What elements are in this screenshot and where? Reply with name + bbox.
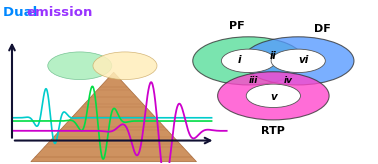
Circle shape xyxy=(93,52,157,80)
Text: vi: vi xyxy=(299,55,309,65)
Text: iii: iii xyxy=(249,76,259,85)
Circle shape xyxy=(271,49,325,72)
Circle shape xyxy=(246,84,301,108)
Text: i: i xyxy=(237,55,241,65)
Circle shape xyxy=(218,72,329,120)
Circle shape xyxy=(48,52,112,80)
Text: Dual: Dual xyxy=(3,6,42,19)
Text: v: v xyxy=(270,92,277,102)
Text: emission: emission xyxy=(26,6,93,19)
Polygon shape xyxy=(31,72,197,162)
Text: PF: PF xyxy=(229,21,245,31)
Text: ii: ii xyxy=(270,51,277,61)
Text: DF: DF xyxy=(314,24,331,34)
Circle shape xyxy=(242,37,354,85)
Text: RTP: RTP xyxy=(262,126,285,136)
Text: iv: iv xyxy=(284,76,293,85)
Circle shape xyxy=(193,37,304,85)
Circle shape xyxy=(222,49,276,72)
